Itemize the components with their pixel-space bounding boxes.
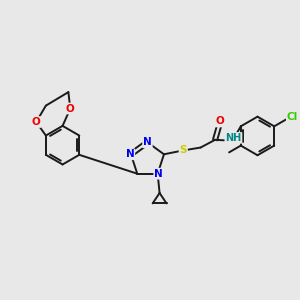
Text: N: N <box>143 137 152 147</box>
Text: N: N <box>154 169 163 179</box>
Text: N: N <box>126 149 134 159</box>
Text: S: S <box>179 146 187 155</box>
Text: Cl: Cl <box>287 112 298 122</box>
Text: O: O <box>215 116 224 127</box>
Text: NH: NH <box>225 133 242 143</box>
Text: O: O <box>66 103 75 113</box>
Text: O: O <box>32 117 40 127</box>
